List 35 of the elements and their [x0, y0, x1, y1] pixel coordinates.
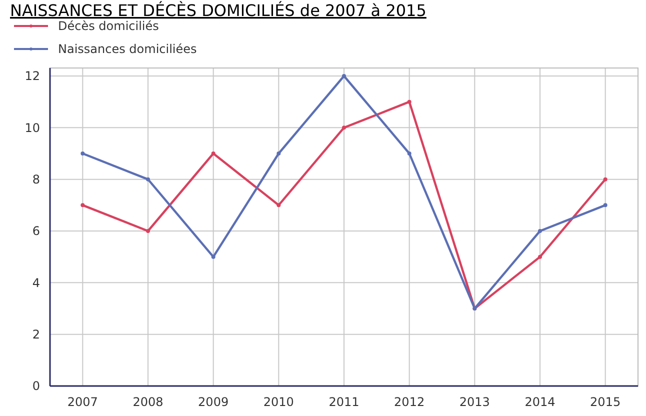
- point: [276, 152, 281, 156]
- y-tick-label: 10: [24, 120, 40, 135]
- x-tick-label: 2012: [394, 395, 425, 409]
- point: [211, 152, 216, 156]
- point: [146, 229, 150, 233]
- point: [80, 203, 85, 208]
- x-tick-label: 2013: [459, 395, 490, 409]
- x-tick-label: 2007: [67, 395, 98, 409]
- y-tick-label: 8: [32, 172, 40, 187]
- y-tick-label: 2: [32, 328, 40, 342]
- point: [80, 152, 85, 156]
- point: [342, 126, 346, 130]
- point: [603, 203, 608, 208]
- legend-label: Décès domiciliés: [58, 19, 159, 34]
- point: [603, 177, 608, 182]
- x-tick-label: 2015: [590, 395, 621, 409]
- x-tick-label: 2009: [198, 395, 229, 409]
- point: [538, 229, 542, 233]
- x-tick-label: 2011: [328, 395, 360, 409]
- y-tick-label: 0: [32, 379, 40, 394]
- point: [211, 254, 216, 259]
- chart-title: NAISSANCES ET DÉCÈS DOMICILIÉS de 2007 à 2015: [10, 1, 426, 20]
- x-tick-label: 2014: [524, 395, 556, 409]
- legend-label: Naissances domiciliées: [58, 42, 197, 56]
- point: [276, 203, 281, 208]
- y-tick-label: 4: [32, 276, 40, 290]
- y-tick-label: 6: [32, 224, 40, 238]
- point: [407, 152, 412, 156]
- point: [342, 74, 346, 78]
- y-tick-label: 12: [24, 69, 40, 84]
- x-tick-label: 2008: [132, 395, 164, 409]
- point: [538, 254, 542, 259]
- x-tick-label: 2010: [263, 395, 294, 409]
- point: [407, 100, 412, 104]
- point: [146, 177, 150, 182]
